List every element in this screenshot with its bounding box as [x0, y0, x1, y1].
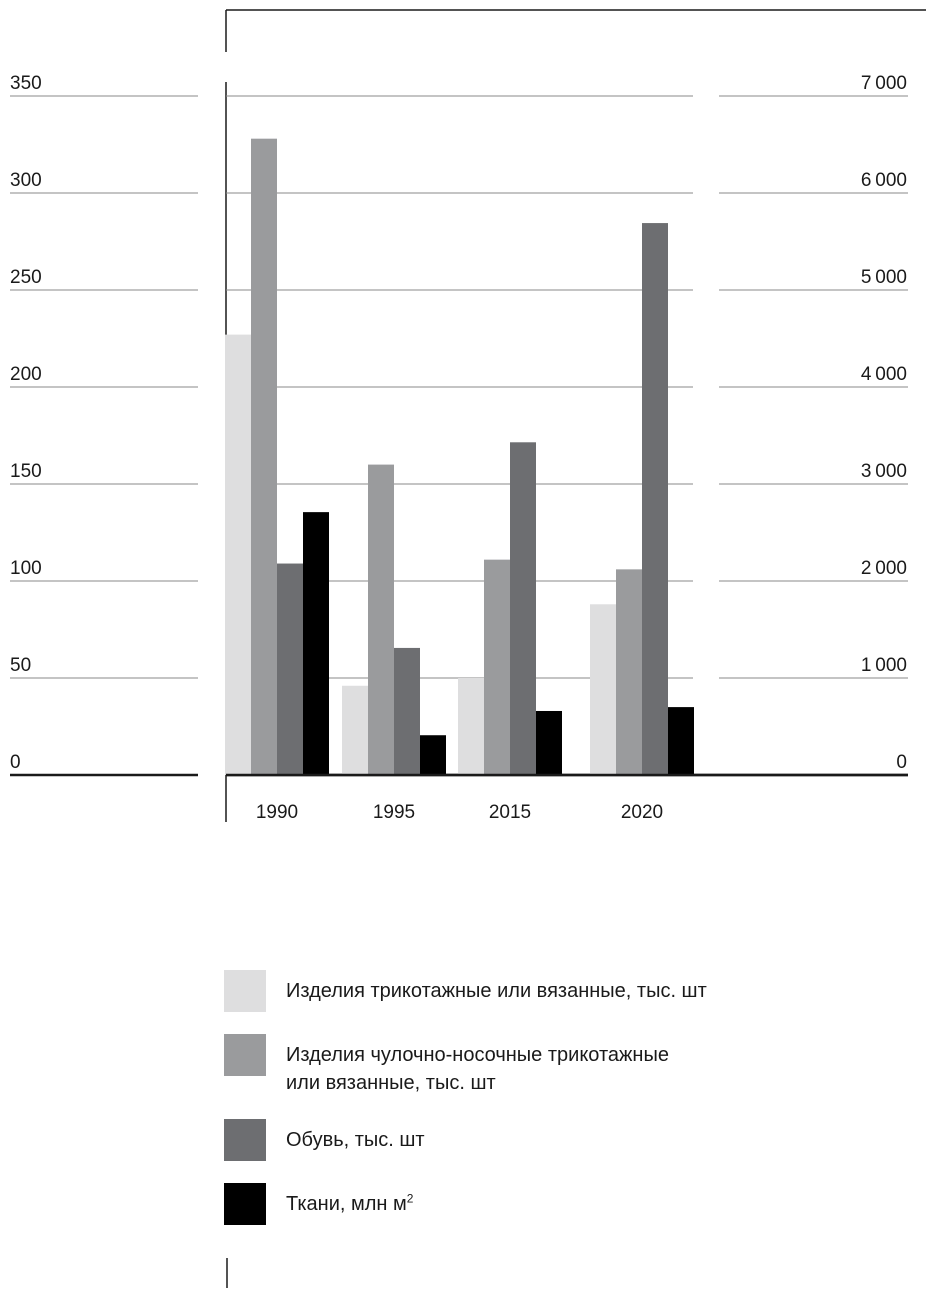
- right-tick-label: 6 000: [861, 170, 907, 191]
- bar: [394, 647, 420, 775]
- right-tick-label: 7 000: [861, 73, 907, 94]
- right-tick-label: 0: [896, 752, 907, 773]
- right-tick-label: 5 000: [861, 267, 907, 288]
- left-tick-label: 50: [10, 655, 31, 676]
- bar: [642, 223, 668, 775]
- bar: [368, 464, 394, 775]
- left-tick-label: 200: [10, 364, 42, 385]
- category-label: 1995: [373, 802, 415, 823]
- right-tick-label: 2 000: [861, 558, 907, 579]
- bar: [277, 563, 303, 775]
- left-tick-label: 100: [10, 558, 42, 579]
- legend-label: Обувь, тыс. шт: [286, 1129, 425, 1151]
- legend-item-footwear: Обувь, тыс. шт: [224, 1119, 904, 1161]
- bar: [536, 710, 562, 775]
- bar: [342, 685, 368, 775]
- bar: [616, 569, 642, 775]
- left-tick-label: 300: [10, 170, 42, 191]
- legend-label: Изделия трикотажные или вязанные, тыс. ш…: [286, 980, 707, 1002]
- legend-swatch: [224, 970, 266, 1012]
- left-tick-label: 250: [10, 267, 42, 288]
- category-label: 2020: [621, 802, 663, 823]
- chart-legend: Изделия трикотажные или вязанные, тыс. ш…: [224, 970, 904, 1247]
- legend-swatch: [224, 1034, 266, 1076]
- bar: [225, 334, 251, 775]
- right-tick-label: 4 000: [861, 364, 907, 385]
- bar: [420, 735, 446, 775]
- legend-label: Ткани, млн м2: [286, 1191, 414, 1215]
- category-label: 1990: [256, 802, 298, 823]
- legend-item-knitwear: Изделия трикотажные или вязанные, тыс. ш…: [224, 970, 904, 1012]
- legend-item-hosiery: Изделия чулочно-носочные трикотажные или…: [224, 1034, 904, 1097]
- bar-chart: 0 0 50 1 000 100 2 000 150 3 000 200 4 000 250 5 00…: [10, 9, 926, 823]
- bar: [303, 512, 329, 775]
- bottom-tick: [226, 1258, 228, 1288]
- legend-swatch: [224, 1183, 266, 1225]
- category-label: 2015: [489, 802, 531, 823]
- left-tick-label: 0: [10, 752, 21, 773]
- left-tick-label: 350: [10, 73, 42, 94]
- bar: [668, 707, 694, 775]
- right-tick-label: 1 000: [861, 655, 907, 676]
- bar: [510, 442, 536, 775]
- legend-swatch: [224, 1119, 266, 1161]
- bar: [484, 559, 510, 775]
- legend-item-fabrics: Ткани, млн м2: [224, 1183, 904, 1225]
- legend-label: Изделия чулочно-носочные трикотажные или…: [286, 1044, 669, 1094]
- bar: [590, 604, 616, 775]
- left-tick-label: 150: [10, 461, 42, 482]
- bar: [458, 678, 484, 775]
- right-tick-label: 3 000: [861, 461, 907, 482]
- bar: [251, 138, 277, 775]
